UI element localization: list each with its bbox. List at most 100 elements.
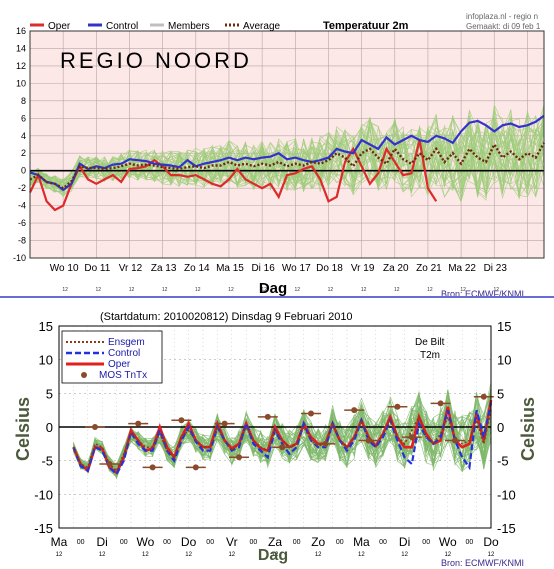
legend-average-label: Average <box>243 21 281 32</box>
hour-tick-label: 12 <box>96 287 102 293</box>
hour-tick-label: 12 <box>185 552 192 558</box>
hour-tick-label: 00 <box>77 539 85 546</box>
x-tick-label: Wo 17 <box>282 263 311 274</box>
y-tick-label: -8 <box>18 236 26 246</box>
hour-tick-label: 12 <box>358 552 365 558</box>
y-tick-label-left: 5 <box>46 386 53 401</box>
x-tick-label: Zo 21 <box>416 263 442 274</box>
hour-tick-label: 12 <box>99 552 106 558</box>
hour-tick-label: 12 <box>142 552 149 558</box>
y-tick-label-right: 5 <box>497 386 504 401</box>
y-tick-label-left: -15 <box>34 521 53 536</box>
mos-point <box>192 464 199 471</box>
mos-point <box>308 410 314 417</box>
hour-tick-label: 12 <box>62 287 68 293</box>
x-tick-label: Di <box>97 535 108 549</box>
hour-tick-label: 12 <box>394 287 400 293</box>
x-axis-label: Dag <box>258 547 288 564</box>
hour-tick-label: 12 <box>328 287 334 293</box>
y-tick-label-left: 15 <box>39 319 53 334</box>
legend-control-label: Control <box>106 21 138 32</box>
x-tick-label: Zo 14 <box>184 263 210 274</box>
x-tick-label: Di 23 <box>484 263 508 274</box>
mos-point <box>92 424 98 430</box>
y-tick-label-left: -5 <box>41 454 53 469</box>
x-tick-label: Vr <box>226 535 238 549</box>
y-tick-label: 6 <box>21 113 26 123</box>
mos-point <box>149 464 156 471</box>
mos-point <box>264 413 271 420</box>
mos-point <box>135 420 142 427</box>
y-tick-label-right: -15 <box>497 521 516 536</box>
ensemble-member-line <box>29 118 545 192</box>
x-tick-label: Vr 12 <box>119 263 143 274</box>
regio-watermark: REGIO NOORD <box>60 48 252 73</box>
hour-tick-label: 12 <box>228 287 234 293</box>
y-tick-label-right: -10 <box>497 487 516 502</box>
mos-point <box>480 393 487 400</box>
y-tick-label: 10 <box>16 78 26 88</box>
legend-ensgem-label: Ensgem <box>108 337 145 348</box>
y-tick-label-left: 0 <box>46 420 53 435</box>
hour-tick-label: 00 <box>466 539 474 546</box>
hour-tick-label: 12 <box>295 287 301 293</box>
y-tick-label-right: 0 <box>497 420 504 435</box>
y-tick-label: 0 <box>21 166 26 176</box>
series-control-line <box>72 403 493 476</box>
hour-tick-label: 12 <box>56 552 63 558</box>
y-axis-label-left: Celsius <box>13 397 33 461</box>
legend-mos-label: MOS TnTx <box>99 370 147 381</box>
mos-point <box>365 437 372 444</box>
legend-members-label: Members <box>168 21 210 32</box>
ensemble-member-line <box>29 117 545 198</box>
variable-label: T2m <box>420 350 440 361</box>
plot-frame <box>29 30 545 259</box>
hour-tick-label: 12 <box>228 552 235 558</box>
y-tick-label: 16 <box>16 26 26 36</box>
hour-tick-label: 12 <box>493 287 499 293</box>
run-header: (Startdatum: 2010020812) Dinsdag 9 Febru… <box>100 311 353 323</box>
mos-point <box>221 420 228 427</box>
ensemble-member-line <box>73 398 492 471</box>
top-temperature-chart: -10 -8 -6 -4 -2 0 2 4 6 8 10 12 14 16 REGIO NOORD Oper C… <box>13 12 546 296</box>
hour-tick-label: 00 <box>163 539 171 546</box>
hour-tick-label: 12 <box>272 552 279 558</box>
mos-point <box>279 444 286 451</box>
x-tick-label: Zo <box>311 535 325 549</box>
y-tick-label: -2 <box>18 183 26 193</box>
source-credit: Bron: ECMWF/KNMI <box>441 558 524 568</box>
mos-point <box>236 454 242 461</box>
bottom-plume-chart: (Startdatum: 2010020812) Dinsdag 9 Febru… <box>13 311 538 568</box>
x-tick-label: Za <box>268 535 282 549</box>
hour-tick-label: 12 <box>129 287 135 293</box>
chart-title: Temperatuur 2m <box>323 20 409 32</box>
y-tick-label: -6 <box>18 218 26 228</box>
x-tick-label: Za 20 <box>383 263 409 274</box>
series-oper-line <box>29 139 438 212</box>
series-control-line <box>29 114 545 192</box>
hour-tick-label: 00 <box>336 539 344 546</box>
y-tick-label: -4 <box>18 201 26 211</box>
y-axis-label-right: Celsius <box>518 397 538 461</box>
hour-tick-label: 12 <box>261 287 267 293</box>
run-timestamp: Gemaakt: di 09 feb 1 <box>466 22 541 31</box>
hour-tick-label: 00 <box>293 539 301 546</box>
y-tick-label: 4 <box>21 131 26 141</box>
ensemble-member-line <box>29 119 545 204</box>
ensemble-member-line <box>73 386 492 480</box>
source-url: infoplaza.nl - regio n <box>466 12 538 21</box>
hour-tick-label: 12 <box>361 287 367 293</box>
mos-point <box>178 417 185 424</box>
plot-frame <box>58 325 492 529</box>
x-axis-label: Dag <box>259 280 287 296</box>
legend-control-label: Control <box>108 348 140 359</box>
ensemble-member-line <box>73 414 492 478</box>
hour-tick-label: 00 <box>250 539 258 546</box>
x-tick-label: Ma <box>353 535 370 549</box>
mos-point <box>351 407 358 414</box>
x-tick-label: Do 18 <box>316 263 343 274</box>
hour-tick-label: 12 <box>488 552 495 558</box>
x-tick-label: Ma <box>51 535 68 549</box>
y-tick-label-left: -10 <box>34 487 53 502</box>
x-tick-label: Do 11 <box>84 263 110 274</box>
